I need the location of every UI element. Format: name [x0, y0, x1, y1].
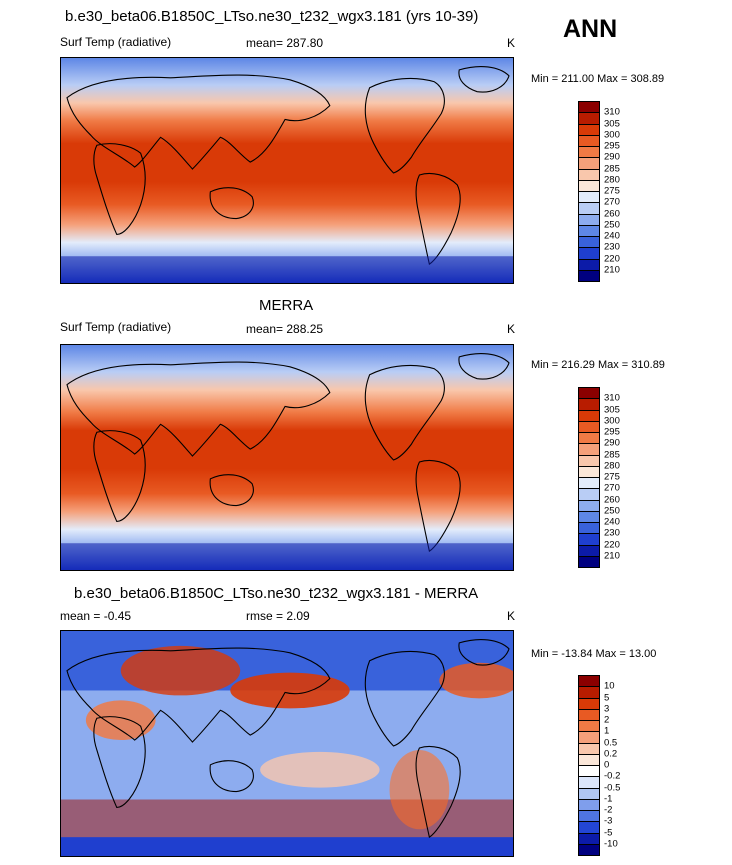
colorbar-label: 240 [604, 230, 620, 242]
panel-2-map [60, 344, 514, 571]
colorbar-label: 210 [604, 264, 620, 276]
panel-3-mean: mean = -0.45 [60, 609, 132, 623]
colorbar-label: 300 [604, 415, 620, 427]
colorbar-label: -10 [604, 838, 618, 850]
colorbar-label: 275 [604, 185, 620, 197]
colorbar-label: 240 [604, 516, 620, 528]
colorbar-label: 230 [604, 527, 620, 539]
panel-3-minmax: Min = -13.84 Max = 13.00 [531, 648, 657, 660]
colorbar-label: 310 [604, 392, 620, 404]
panel-1-units: K [507, 36, 516, 50]
colorbar-label: 220 [604, 253, 620, 264]
colorbar-label: 250 [604, 505, 620, 517]
colorbar-label: 285 [604, 449, 620, 460]
colorbar-label: -0.5 [604, 782, 621, 793]
colorbar-label: 310 [604, 106, 620, 118]
panel-2-variable: Surf Temp (radiative) [60, 320, 172, 334]
panel-1-colorbar: 310 305 300 295 290 285 280 275 270 260 250 240 230 2… [578, 101, 638, 282]
colorbar-label: 300 [604, 129, 620, 141]
colorbar-label: 280 [604, 460, 620, 472]
colorbar-label: 5 [604, 692, 610, 703]
colorbar-label: 10 [604, 680, 615, 692]
panel-2-colorbar: 310 305 300 295 290 285 280 275 270 260 250 240 230 2… [578, 387, 638, 568]
panel-2-map-svg [61, 345, 513, 570]
colorbar-label: -2 [604, 804, 613, 816]
colorbar-label: 260 [604, 494, 620, 505]
colorbar-label: 0 [604, 759, 610, 771]
colorbar-box [578, 843, 600, 856]
panel-2-title: MERRA [259, 297, 314, 314]
colorbar-label: 280 [604, 174, 620, 186]
panel-3-rmse: rmse = 2.09 [246, 609, 310, 623]
colorbar-label: -0.2 [604, 770, 621, 782]
colorbar-label: 3 [604, 703, 610, 715]
colorbar-label: 0.5 [604, 737, 618, 748]
panel-3-map-svg [61, 631, 513, 856]
colorbar-label: 2 [604, 714, 610, 726]
colorbar-label: -3 [604, 815, 613, 827]
colorbar-label: 290 [604, 437, 620, 449]
colorbar-label: 220 [604, 539, 620, 550]
colorbar-box [578, 555, 600, 568]
colorbar-label: 230 [604, 241, 620, 253]
colorbar-label: 260 [604, 208, 620, 219]
colorbar-label: 1 [604, 725, 610, 737]
panel-3-units: K [507, 609, 516, 623]
colorbar-label: 290 [604, 151, 620, 163]
colorbar-label: 275 [604, 471, 620, 483]
colorbar-label: 210 [604, 550, 620, 562]
panel-3-title: b.e30_beta06.B1850C_LTso.ne30_t232_wgx3.… [74, 585, 479, 602]
panel-1-map [60, 57, 514, 284]
colorbar-label: -1 [604, 793, 613, 805]
colorbar-label: 305 [604, 118, 620, 129]
colorbar-label: -5 [604, 827, 613, 838]
colorbar-label: 295 [604, 140, 620, 152]
panel-1-minmax: Min = 211.00 Max = 308.89 [531, 73, 665, 85]
panel-2-units: K [507, 322, 516, 336]
panel-2-mean: mean= 288.25 [246, 322, 324, 336]
colorbar-label: 285 [604, 163, 620, 174]
colorbar-label: 270 [604, 196, 620, 208]
panel-1-map-svg [61, 58, 513, 283]
panel-1-title: b.e30_beta06.B1850C_LTso.ne30_t232_wgx3.… [65, 8, 479, 25]
colorbar-label: 305 [604, 404, 620, 415]
colorbar-label: 250 [604, 219, 620, 231]
panel-3-colorbar: 10 5 3 2 1 0.5 0.2 0 -0.2 -0.5 -1 -2 -3 -5 -10 [578, 675, 638, 856]
panel-2-minmax: Min = 216.29 Max = 310.89 [531, 359, 665, 371]
colorbar-box [578, 269, 600, 282]
panel-1-mean: mean= 287.80 [246, 36, 324, 50]
colorbar-label: 295 [604, 426, 620, 438]
season-label: ANN [563, 15, 618, 43]
colorbar-label: 0.2 [604, 748, 618, 760]
panel-3-map [60, 630, 514, 857]
colorbar-label: 270 [604, 482, 620, 494]
panel-1-variable: Surf Temp (radiative) [60, 35, 172, 49]
